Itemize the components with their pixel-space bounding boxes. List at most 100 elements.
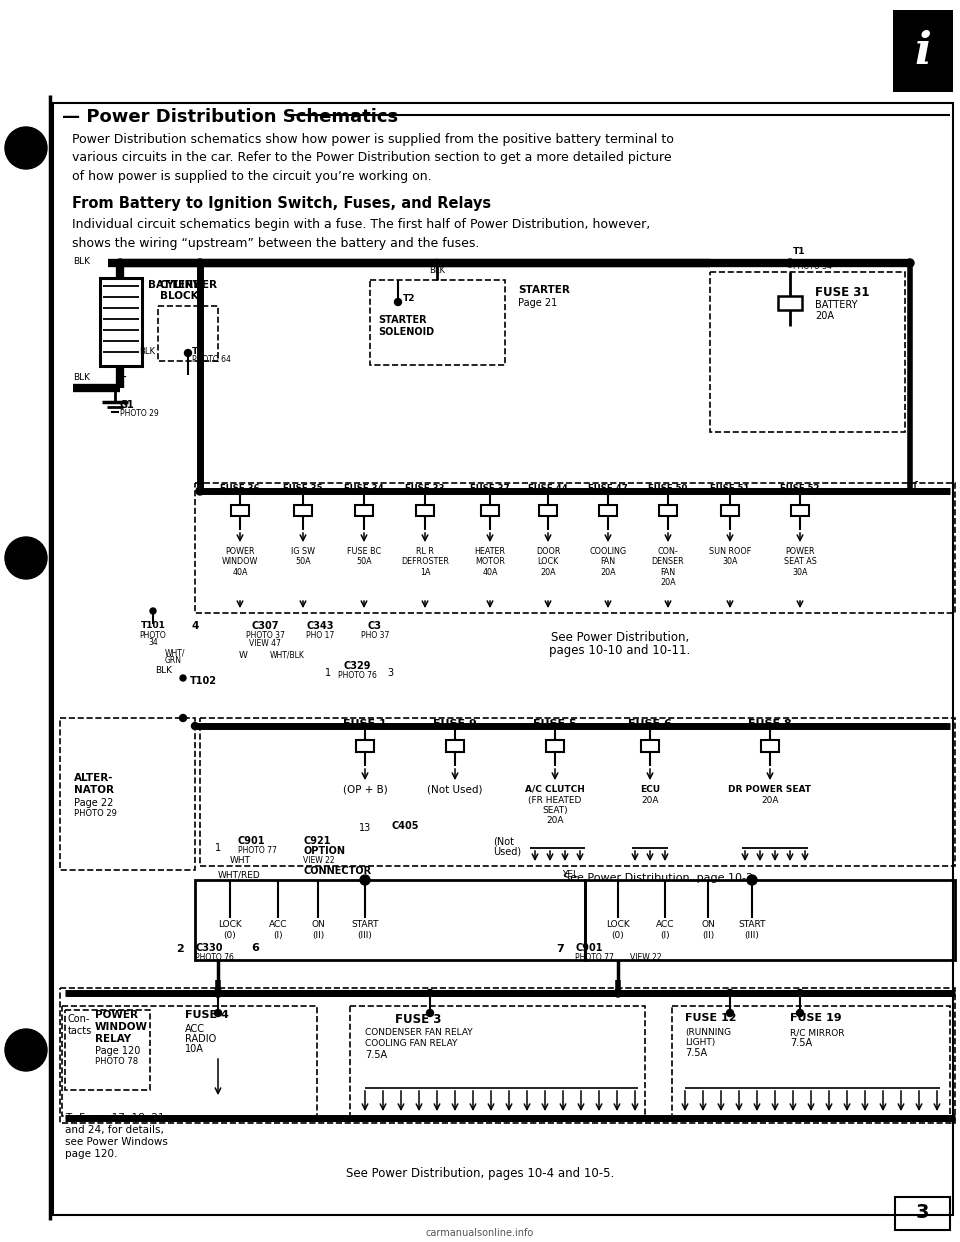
Text: CONDENSER FAN RELAY: CONDENSER FAN RELAY [365, 1028, 472, 1037]
Text: Page 22: Page 22 [74, 799, 113, 809]
Text: −: − [115, 370, 127, 384]
Text: FUSE 37: FUSE 37 [470, 484, 510, 493]
Text: PHOTO 34: PHOTO 34 [793, 262, 832, 271]
Text: 7: 7 [556, 944, 564, 954]
Text: C405: C405 [392, 821, 420, 831]
Bar [546, 740, 564, 751]
Circle shape [614, 989, 622, 997]
Text: CONNECTOR: CONNECTOR [303, 866, 372, 876]
Text: SUN ROOF
30A: SUN ROOF 30A [708, 546, 751, 566]
Bar [710, 272, 905, 432]
Text: PHOTO 77: PHOTO 77 [238, 846, 276, 854]
Text: C901: C901 [575, 943, 603, 953]
Bar [65, 1010, 150, 1090]
Bar [416, 505, 434, 515]
Text: FUSE 35: FUSE 35 [283, 484, 323, 493]
Text: FUSE 31: FUSE 31 [815, 286, 870, 299]
Text: PHOTO 64: PHOTO 64 [192, 354, 230, 364]
Bar [585, 881, 955, 960]
Text: POWER
SEAT AS
30A: POWER SEAT AS 30A [783, 546, 816, 576]
Bar [761, 740, 779, 751]
Text: 6: 6 [252, 943, 259, 953]
Text: 7.5A: 7.5A [365, 1049, 387, 1059]
Circle shape [786, 260, 794, 267]
Circle shape [906, 260, 914, 267]
Text: RADIO: RADIO [185, 1035, 216, 1045]
Text: (OP + B): (OP + B) [343, 785, 388, 795]
Bar [231, 505, 249, 515]
Text: 7.5A: 7.5A [685, 1048, 708, 1058]
Text: HEATER
MOTOR
40A: HEATER MOTOR 40A [474, 546, 506, 576]
Text: 34: 34 [148, 638, 157, 647]
Circle shape [647, 723, 653, 729]
Text: C3: C3 [368, 621, 382, 631]
Text: POWER
WINDOW
40A: POWER WINDOW 40A [222, 546, 258, 576]
Text: CYLINDER: CYLINDER [160, 279, 218, 289]
Text: RELAY: RELAY [95, 1035, 132, 1045]
Text: 1: 1 [324, 668, 331, 678]
Bar [895, 1197, 950, 1230]
Text: IG SW
50A: IG SW 50A [291, 546, 315, 566]
Text: 10A: 10A [185, 1045, 204, 1054]
Text: VIEW 47: VIEW 47 [249, 638, 281, 648]
Text: C901: C901 [238, 836, 266, 846]
Text: PHOTO 29: PHOTO 29 [120, 409, 158, 419]
Text: FUSE 8: FUSE 8 [748, 719, 792, 729]
Bar [100, 278, 142, 366]
Text: 3: 3 [387, 668, 393, 678]
Text: SEAT): SEAT) [542, 806, 567, 815]
Text: T1: T1 [793, 247, 805, 256]
Text: COOLING
FAN
20A: COOLING FAN 20A [589, 546, 627, 576]
Circle shape [5, 127, 47, 169]
Text: R/C MIRROR: R/C MIRROR [790, 1028, 845, 1037]
Text: PHOTO: PHOTO [139, 631, 166, 640]
Text: T2: T2 [403, 294, 416, 303]
Bar [791, 505, 809, 515]
Text: PHOTO 78: PHOTO 78 [95, 1057, 138, 1066]
Bar [370, 279, 505, 365]
Text: FUSE 6: FUSE 6 [628, 719, 672, 729]
Text: C329: C329 [344, 661, 371, 671]
Text: WHT/: WHT/ [165, 650, 185, 658]
Text: carmanualsonline.info: carmanualsonline.info [426, 1228, 534, 1238]
Bar [721, 505, 739, 515]
Bar [294, 505, 312, 515]
Text: FUSE 19: FUSE 19 [790, 1013, 842, 1023]
Text: +: + [116, 260, 127, 272]
Text: C330: C330 [195, 943, 223, 953]
Text: FUSE 44: FUSE 44 [528, 484, 568, 493]
Text: ON
(II): ON (II) [311, 920, 324, 940]
Text: 13: 13 [359, 823, 372, 833]
Circle shape [196, 260, 204, 267]
Text: LOCK
(0): LOCK (0) [218, 920, 242, 940]
Text: 4: 4 [191, 621, 199, 631]
Circle shape [767, 723, 773, 729]
Text: FUSE 52: FUSE 52 [780, 484, 820, 493]
Text: C307: C307 [252, 621, 278, 631]
Text: FUSE 33: FUSE 33 [405, 484, 444, 493]
Text: POWER: POWER [95, 1010, 138, 1020]
Text: FUSE 1: FUSE 1 [343, 719, 387, 729]
Text: 7.5A: 7.5A [790, 1038, 812, 1048]
Text: G1: G1 [120, 400, 134, 410]
Circle shape [727, 1010, 733, 1016]
Circle shape [214, 989, 222, 997]
Bar [481, 505, 499, 515]
Text: (Not Used): (Not Used) [427, 785, 483, 795]
Text: BLOCK: BLOCK [160, 291, 199, 301]
Text: PHOTO 77: PHOTO 77 [575, 953, 613, 963]
Text: STARTER: STARTER [518, 284, 570, 296]
Text: Used): Used) [493, 846, 521, 856]
Text: LIGHT): LIGHT) [685, 1038, 715, 1047]
Bar [200, 718, 955, 866]
Text: 2: 2 [176, 944, 184, 954]
Circle shape [426, 990, 434, 996]
Circle shape [116, 260, 124, 267]
Text: ACC
(I): ACC (I) [656, 920, 674, 940]
Circle shape [426, 1010, 434, 1016]
Text: FUSE 36: FUSE 36 [220, 484, 260, 493]
Text: T102: T102 [190, 676, 217, 686]
Text: BLK: BLK [73, 373, 90, 383]
Text: From Battery to Ignition Switch, Fuses, and Relays: From Battery to Ignition Switch, Fuses, … [72, 196, 492, 211]
Bar [893, 10, 953, 92]
